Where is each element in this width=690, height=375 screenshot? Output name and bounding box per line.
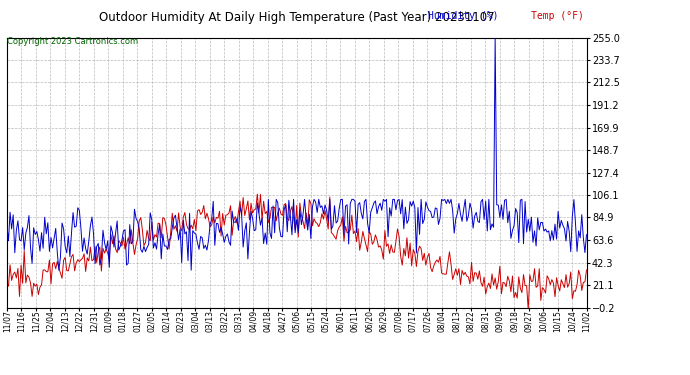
Text: Outdoor Humidity At Daily High Temperature (Past Year) 20231107: Outdoor Humidity At Daily High Temperatu…	[99, 11, 495, 24]
Text: Temp (°F): Temp (°F)	[531, 11, 584, 21]
Text: Copyright 2023 Cartronics.com: Copyright 2023 Cartronics.com	[7, 38, 138, 46]
Text: Humidity (%): Humidity (%)	[428, 11, 498, 21]
